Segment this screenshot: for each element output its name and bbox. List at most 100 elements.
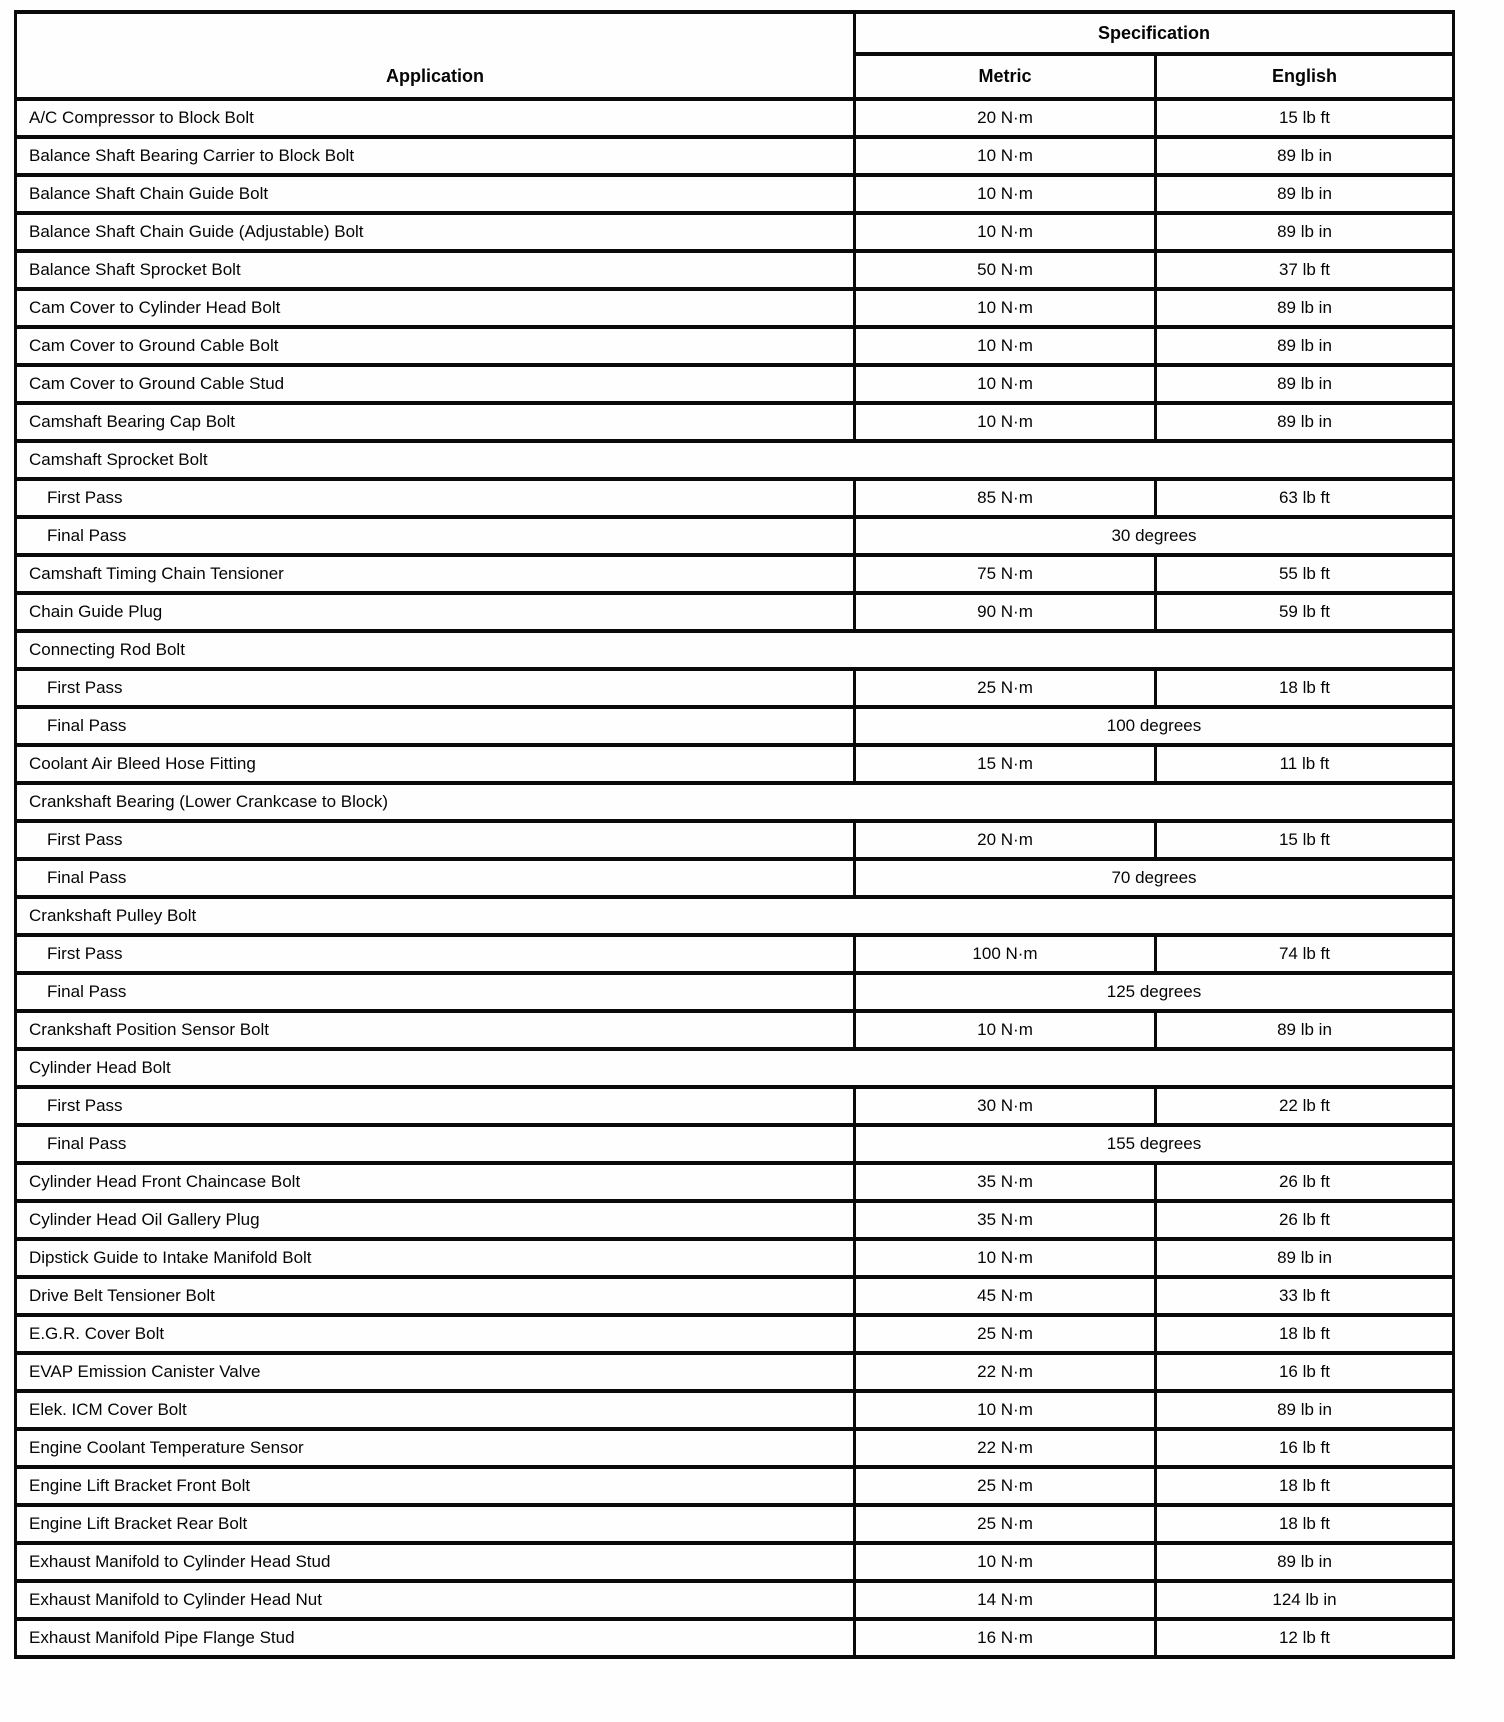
- english-value-cell: 89 lb in: [1154, 325, 1455, 367]
- application-cell: Engine Coolant Temperature Sensor: [14, 1427, 856, 1469]
- table-row: Crankshaft Pulley Bolt: [14, 895, 1455, 937]
- english-value-cell: 59 lb ft: [1154, 591, 1455, 633]
- application-section-cell: Crankshaft Bearing (Lower Crankcase to B…: [14, 781, 1455, 823]
- application-cell: First Pass: [14, 819, 856, 861]
- english-value-cell: 16 lb ft: [1154, 1351, 1455, 1393]
- application-cell: Exhaust Manifold Pipe Flange Stud: [14, 1617, 856, 1659]
- metric-value-cell: 25 N·m: [853, 1465, 1157, 1507]
- table-row: First Pass 30 N·m 22 lb ft: [14, 1085, 1455, 1127]
- english-value-cell: 15 lb ft: [1154, 819, 1455, 861]
- english-value-cell: 12 lb ft: [1154, 1617, 1455, 1659]
- metric-value-cell: 100 N·m: [853, 933, 1157, 975]
- table-row: Elek. ICM Cover Bolt 10 N·m 89 lb in: [14, 1389, 1455, 1431]
- table-row: Camshaft Bearing Cap Bolt 10 N·m 89 lb in: [14, 401, 1455, 443]
- english-value-cell: 26 lb ft: [1154, 1161, 1455, 1203]
- application-cell: Balance Shaft Chain Guide Bolt: [14, 173, 856, 215]
- metric-value-cell: 22 N·m: [853, 1427, 1157, 1469]
- specification-span-cell: 30 degrees: [853, 515, 1455, 557]
- metric-value-cell: 35 N·m: [853, 1199, 1157, 1241]
- metric-value-cell: 75 N·m: [853, 553, 1157, 595]
- english-value-cell: 89 lb in: [1154, 401, 1455, 443]
- application-cell: Exhaust Manifold to Cylinder Head Nut: [14, 1579, 856, 1621]
- application-cell: Exhaust Manifold to Cylinder Head Stud: [14, 1541, 856, 1583]
- application-cell: Camshaft Bearing Cap Bolt: [14, 401, 856, 443]
- metric-value-cell: 22 N·m: [853, 1351, 1157, 1393]
- english-value-cell: 89 lb in: [1154, 1541, 1455, 1583]
- metric-value-cell: 10 N·m: [853, 173, 1157, 215]
- metric-column-header: Metric: [853, 51, 1157, 102]
- metric-value-cell: 85 N·m: [853, 477, 1157, 519]
- specification-span-cell: 100 degrees: [853, 705, 1455, 747]
- metric-value-cell: 10 N·m: [853, 1009, 1157, 1051]
- table-row: Crankshaft Bearing (Lower Crankcase to B…: [14, 781, 1455, 823]
- application-cell: Engine Lift Bracket Front Bolt: [14, 1465, 856, 1507]
- application-cell: Engine Lift Bracket Rear Bolt: [14, 1503, 856, 1545]
- application-cell: Cam Cover to Ground Cable Stud: [14, 363, 856, 405]
- english-column-header: English: [1154, 51, 1455, 102]
- table-row: First Pass 85 N·m 63 lb ft: [14, 477, 1455, 519]
- table-row: Engine Lift Bracket Rear Bolt 25 N·m 18 lb…: [14, 1503, 1455, 1545]
- table-row: Cam Cover to Ground Cable Bolt 10 N·m 89 l…: [14, 325, 1455, 367]
- table-row: EVAP Emission Canister Valve 22 N·m 16 lb …: [14, 1351, 1455, 1393]
- table-row: Engine Lift Bracket Front Bolt 25 N·m 18 l…: [14, 1465, 1455, 1507]
- table-row: Dipstick Guide to Intake Manifold Bolt 10…: [14, 1237, 1455, 1279]
- english-value-cell: 89 lb in: [1154, 211, 1455, 253]
- application-cell: First Pass: [14, 477, 856, 519]
- metric-value-cell: 10 N·m: [853, 135, 1157, 177]
- metric-value-cell: 30 N·m: [853, 1085, 1157, 1127]
- english-value-cell: 22 lb ft: [1154, 1085, 1455, 1127]
- application-cell: Drive Belt Tensioner Bolt: [14, 1275, 856, 1317]
- application-cell: Final Pass: [14, 705, 856, 747]
- table-row: A/C Compressor to Block Bolt 20 N·m 15 lb …: [14, 97, 1455, 139]
- english-value-cell: 55 lb ft: [1154, 553, 1455, 595]
- application-cell: Cylinder Head Oil Gallery Plug: [14, 1199, 856, 1241]
- application-cell: Coolant Air Bleed Hose Fitting: [14, 743, 856, 785]
- english-value-cell: 18 lb ft: [1154, 1503, 1455, 1545]
- english-value-cell: 124 lb in: [1154, 1579, 1455, 1621]
- table-row: First Pass 25 N·m 18 lb ft: [14, 667, 1455, 709]
- application-cell: Dipstick Guide to Intake Manifold Bolt: [14, 1237, 856, 1279]
- table-row: Connecting Rod Bolt: [14, 629, 1455, 671]
- english-value-cell: 33 lb ft: [1154, 1275, 1455, 1317]
- application-cell: Balance Shaft Bearing Carrier to Block B…: [14, 135, 856, 177]
- application-cell: Final Pass: [14, 515, 856, 557]
- english-value-cell: 37 lb ft: [1154, 249, 1455, 291]
- metric-value-cell: 90 N·m: [853, 591, 1157, 633]
- application-cell: EVAP Emission Canister Valve: [14, 1351, 856, 1393]
- table-row: Balance Shaft Chain Guide (Adjustable) B…: [14, 211, 1455, 253]
- application-cell: Crankshaft Position Sensor Bolt: [14, 1009, 856, 1051]
- application-cell: First Pass: [14, 933, 856, 975]
- table-row: E.G.R. Cover Bolt 25 N·m 18 lb ft: [14, 1313, 1455, 1355]
- english-value-cell: 89 lb in: [1154, 287, 1455, 329]
- application-cell: Final Pass: [14, 971, 856, 1013]
- application-column-header: Application: [14, 10, 856, 101]
- table-row: Final Pass 100 degrees: [14, 705, 1455, 747]
- application-cell: Chain Guide Plug: [14, 591, 856, 633]
- metric-value-cell: 10 N·m: [853, 1389, 1157, 1431]
- table-row: First Pass 100 N·m 74 lb ft: [14, 933, 1455, 975]
- english-value-cell: 89 lb in: [1154, 1389, 1455, 1431]
- application-cell: Balance Shaft Chain Guide (Adjustable) B…: [14, 211, 856, 253]
- table-row: Camshaft Timing Chain Tensioner 75 N·m 55 …: [14, 553, 1455, 595]
- metric-value-cell: 10 N·m: [853, 211, 1157, 253]
- metric-value-cell: 25 N·m: [853, 1313, 1157, 1355]
- specification-span-cell: 125 degrees: [853, 971, 1455, 1013]
- metric-value-cell: 10 N·m: [853, 325, 1157, 367]
- table-row: Final Pass 70 degrees: [14, 857, 1455, 899]
- torque-spec-table: Application Specification Metric English…: [14, 10, 1455, 1659]
- english-value-cell: 89 lb in: [1154, 1237, 1455, 1279]
- metric-value-cell: 16 N·m: [853, 1617, 1157, 1659]
- table-row: First Pass 20 N·m 15 lb ft: [14, 819, 1455, 861]
- table-row: Camshaft Sprocket Bolt: [14, 439, 1455, 481]
- application-cell: E.G.R. Cover Bolt: [14, 1313, 856, 1355]
- application-cell: Balance Shaft Sprocket Bolt: [14, 249, 856, 291]
- application-section-cell: Connecting Rod Bolt: [14, 629, 1455, 671]
- application-section-cell: Crankshaft Pulley Bolt: [14, 895, 1455, 937]
- specification-column-header: Specification: [853, 10, 1455, 56]
- english-value-cell: 89 lb in: [1154, 1009, 1455, 1051]
- metric-value-cell: 15 N·m: [853, 743, 1157, 785]
- metric-value-cell: 14 N·m: [853, 1579, 1157, 1621]
- table-row: Exhaust Manifold to Cylinder Head Stud 10…: [14, 1541, 1455, 1583]
- table-row: Final Pass 125 degrees: [14, 971, 1455, 1013]
